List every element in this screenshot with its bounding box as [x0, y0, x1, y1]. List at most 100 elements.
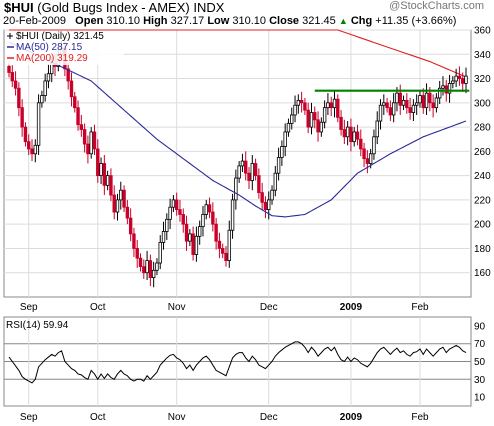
- candle-body: [184, 223, 189, 242]
- close-label: Close: [269, 15, 300, 27]
- candle-body: [188, 233, 192, 242]
- candle-body: [46, 73, 51, 82]
- candle-body: [171, 199, 176, 208]
- candle-body: [105, 175, 110, 186]
- candle-body: [326, 102, 330, 109]
- price-y-tick-label: 260: [474, 147, 491, 158]
- candle-body: [342, 129, 347, 138]
- candle-body: [316, 119, 320, 133]
- ma200-line: [9, 29, 467, 78]
- candle-body: [125, 206, 130, 219]
- candle-body: [267, 199, 271, 211]
- candle-body: [332, 98, 337, 109]
- price-y-tick-label: 340: [474, 50, 491, 61]
- price-y-axis: 160 180 200 220 240 260 280 300 320 340 360: [474, 26, 491, 280]
- price-y-tick-label: 240: [474, 171, 491, 182]
- candle-body: [270, 189, 274, 201]
- candle-body: [207, 204, 212, 213]
- rsi-grid: [4, 343, 471, 380]
- candle-body: [217, 240, 222, 249]
- price-y-tick-label: 160: [474, 268, 491, 279]
- candle-body: [345, 126, 350, 138]
- candle-body: [382, 102, 386, 106]
- candle-body: [391, 102, 396, 116]
- low-value: 310.10: [232, 15, 267, 27]
- candle-body: [20, 107, 24, 128]
- candle-body: [375, 120, 379, 138]
- price-candles: [7, 38, 468, 288]
- chg-label: Chg: [350, 15, 373, 27]
- candle-body: [240, 160, 245, 167]
- candle-body: [372, 136, 376, 155]
- candle-body: [424, 92, 429, 109]
- candle-body: [411, 104, 416, 113]
- candle-body: [40, 95, 44, 104]
- price-x-tick-label: Nov: [168, 302, 186, 313]
- candle-body: [151, 269, 156, 278]
- candle-body: [313, 112, 317, 121]
- stockcharts-watermark: @StockCharts.com: [389, 0, 484, 12]
- high-label: High: [143, 15, 168, 27]
- candle-body: [431, 102, 435, 109]
- candle-body: [79, 124, 84, 130]
- candle-body: [115, 199, 120, 213]
- price-x-axis: Sep Oct Nov Dec 2009 Feb: [20, 302, 429, 313]
- candle-body: [461, 78, 465, 84]
- candle-body: [92, 131, 97, 150]
- candle-body: [434, 97, 439, 109]
- rsi-x-tick-label: 2009: [340, 412, 363, 423]
- ma50-line: [8, 41, 467, 218]
- candle-body: [73, 96, 77, 109]
- up-arrow-icon: ▲: [338, 16, 348, 26]
- candle-body: [408, 107, 412, 113]
- rsi-y-axis: 10 30 50 70 90: [474, 321, 486, 403]
- candle-body: [451, 80, 455, 84]
- rsi-x-tick-label: Dec: [260, 412, 278, 423]
- low-label: Low: [207, 15, 230, 27]
- price-x-tick-label: Sep: [20, 302, 38, 313]
- candle-body: [385, 102, 389, 109]
- chart-title: $HUI (Gold Bugs Index - AMEX) INDX: [4, 0, 224, 15]
- candle-body: [194, 235, 199, 255]
- rsi-y-tick-label: 90: [474, 321, 486, 332]
- candle-body: [7, 66, 11, 73]
- open-label: Open: [75, 15, 104, 27]
- candle-body: [349, 126, 353, 143]
- candle-body: [441, 85, 445, 89]
- candle-body: [464, 75, 468, 84]
- candle-body: [43, 80, 47, 96]
- price-y-tick-label: 220: [474, 195, 491, 206]
- candle-body: [260, 192, 264, 203]
- candle-body: [178, 209, 182, 215]
- candle-body: [30, 148, 34, 155]
- price-y-tick-label: 180: [474, 244, 491, 255]
- chg-value: +11.35 (+3.66%): [375, 15, 457, 27]
- candle-body: [401, 99, 406, 106]
- candle-body: [142, 266, 146, 274]
- candle-body: [197, 226, 202, 237]
- candle-body: [309, 112, 314, 128]
- rsi-x-axis: Sep Oct Nov Dec 2009 Feb: [20, 412, 429, 423]
- price-legend-main: $HUI (Daily) 321.45: [16, 31, 104, 42]
- candle-body: [428, 92, 432, 104]
- candle-body: [237, 165, 241, 179]
- candle-body: [319, 121, 324, 133]
- candle-body: [253, 163, 258, 177]
- rsi-x-tick-label: Feb: [411, 412, 429, 423]
- price-legend: $HUI (Daily) 321.45 MA(50) 287.15 MA(200…: [6, 31, 124, 65]
- candle-body: [336, 98, 340, 118]
- ma50-legend: MA(50) 287.15: [16, 42, 83, 53]
- price-panel: [3, 29, 472, 298]
- candle-body: [158, 241, 162, 264]
- candle-body: [306, 109, 310, 128]
- price-y-tick-label: 280: [474, 123, 491, 134]
- candle-body: [148, 260, 153, 278]
- candle-body: [109, 175, 113, 196]
- candle-body: [352, 131, 356, 143]
- candle-body: [174, 199, 179, 211]
- price-x-tick-label: 2009: [340, 302, 363, 313]
- candle-body: [293, 104, 297, 116]
- ticker-symbol: $HUI: [4, 0, 34, 15]
- price-y-tick-label: 300: [474, 98, 491, 109]
- candle-body: [214, 223, 218, 242]
